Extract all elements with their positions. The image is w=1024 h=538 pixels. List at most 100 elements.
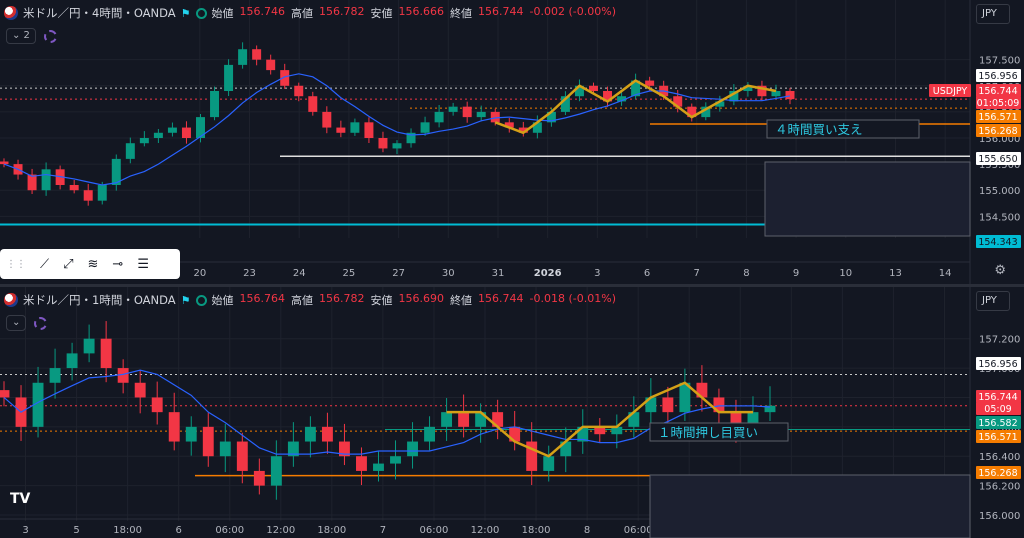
high-value: 156.782	[319, 5, 365, 18]
price-label-box	[976, 110, 1021, 123]
candle-body	[406, 132, 416, 144]
symbol-title[interactable]: 米ドル／円・4時間・OANDA	[23, 6, 176, 20]
currency-selector[interactable]: JPY	[976, 291, 1010, 311]
price-label: 156.956	[978, 359, 1017, 370]
candle-body	[168, 412, 180, 442]
price-label: 156.744	[978, 86, 1017, 97]
tradingview-logo[interactable]: TV	[10, 491, 31, 507]
fib-tool-icon[interactable]: ☰	[137, 256, 149, 272]
candle-body	[532, 122, 542, 133]
flag-marker-icon[interactable]: ⚑	[180, 6, 191, 20]
collapse-indicators-button[interactable]: ⌄	[6, 315, 27, 331]
time-tick-label: 13	[889, 268, 902, 279]
candle-body	[139, 138, 149, 144]
candlestick-chart-1h[interactable]: 157.200157.000156.800156.600156.400156.2…	[0, 287, 1024, 538]
price-label: 05:09	[984, 404, 1011, 415]
candle-body	[338, 441, 350, 457]
candle-body	[504, 122, 514, 128]
price-label-box	[976, 84, 1021, 97]
projection-box	[649, 474, 971, 538]
candle-body	[594, 426, 606, 435]
price-label-box	[976, 124, 1021, 137]
candle-body	[696, 382, 708, 398]
candle-body	[252, 49, 262, 60]
drag-handle-icon[interactable]: ⋮⋮	[6, 258, 26, 270]
hline-tool-icon[interactable]: ⊸	[112, 256, 124, 272]
candle-body	[645, 397, 657, 413]
time-tick-label: 14	[939, 268, 952, 279]
channel-tool-icon[interactable]: ≋	[87, 256, 99, 272]
price-tick-label: 156.000	[979, 134, 1020, 145]
time-tick-label: 25	[343, 268, 356, 279]
candle-body	[153, 132, 163, 138]
open-label: 始値	[211, 7, 234, 20]
price-label-box	[976, 96, 1021, 109]
currency-selector[interactable]: JPY	[976, 4, 1010, 24]
flag-marker-icon[interactable]: ⚑	[180, 293, 191, 307]
close-label: 終値	[450, 7, 473, 20]
candle-body	[66, 353, 78, 369]
pane-divider[interactable]	[0, 284, 1024, 287]
candle-body	[546, 111, 556, 123]
candle-body	[679, 382, 691, 413]
high-label: 高値	[291, 294, 314, 307]
price-tick-label: 155.000	[979, 186, 1020, 197]
time-tick-label: 6	[175, 525, 181, 536]
indicator-icon[interactable]	[34, 316, 48, 330]
candle-body	[41, 169, 51, 191]
candle-body	[27, 174, 37, 191]
candle-body	[617, 96, 627, 102]
zigzag-line	[494, 79, 777, 135]
candle-body	[210, 91, 220, 118]
candle-body	[631, 80, 641, 97]
candle-body	[69, 185, 79, 191]
candle-body	[729, 91, 739, 102]
low-value: 156.690	[398, 292, 445, 305]
time-tick-label: 6	[644, 268, 650, 279]
line-tool-icon[interactable]: ⟋	[40, 256, 50, 272]
price-label: 156.571	[978, 432, 1017, 443]
symbol-title[interactable]: 米ドル／円・1時間・OANDA	[23, 293, 176, 307]
candle-body	[97, 185, 107, 201]
candle-body	[490, 111, 500, 123]
ray-tool-icon[interactable]: ⤢	[63, 256, 74, 272]
time-tick-label: 3	[22, 525, 28, 536]
candle-body	[603, 91, 613, 102]
time-tick-label: 10	[839, 268, 852, 279]
price-tick-label: 156.200	[979, 482, 1020, 493]
indicator-icon[interactable]	[43, 29, 57, 43]
time-tick-label: 06:00	[215, 525, 244, 536]
candle-body	[270, 456, 282, 486]
price-label: 156.582	[978, 418, 1017, 429]
chart-pane-1h[interactable]: 157.200157.000156.800156.600156.400156.2…	[0, 287, 1024, 538]
candle-body	[111, 158, 121, 185]
price-label-box	[976, 390, 1021, 403]
candle-body	[645, 80, 655, 86]
open-label: 始値	[211, 294, 234, 307]
candle-body	[420, 122, 430, 133]
candle-body	[167, 127, 177, 133]
collapse-indicators-button[interactable]: ⌄ 2	[6, 28, 36, 44]
candle-body	[378, 138, 388, 149]
drawing-toolbar: ⋮⋮ ⟋ ⤢ ≋ ⊸ ☰	[0, 249, 180, 279]
candle-body	[611, 426, 623, 435]
candle-body	[560, 441, 572, 457]
close-value: 156.744	[478, 292, 524, 305]
time-tick-label: 8	[584, 525, 590, 536]
indicator-row: ⌄ 2	[6, 28, 57, 44]
usdjpy-flag-icon	[4, 6, 18, 20]
candle-body	[185, 426, 197, 442]
high-value: 156.782	[319, 292, 365, 305]
candlestick-chart-4h[interactable]: 157.500157.000156.500156.000155.500155.0…	[0, 0, 1024, 284]
close-value: 156.744	[478, 5, 524, 18]
candle-body	[287, 441, 299, 457]
candle-body	[0, 390, 10, 398]
time-tick-label: 2026	[534, 268, 562, 279]
gear-icon[interactable]: ⚙	[994, 263, 1006, 278]
price-label-box	[976, 152, 1021, 165]
chart-pane-4h[interactable]: 157.500157.000156.500156.000155.500155.0…	[0, 0, 1024, 284]
candle-body	[687, 106, 697, 118]
candle-body	[280, 70, 290, 86]
open-value: 156.746	[239, 5, 286, 18]
low-label: 安値	[370, 7, 393, 20]
